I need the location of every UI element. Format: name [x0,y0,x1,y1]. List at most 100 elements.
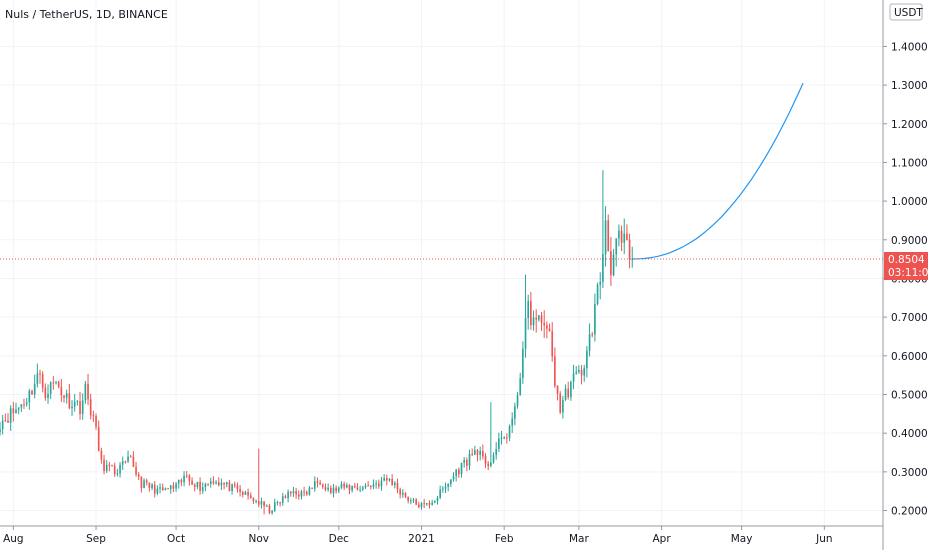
candle-body [319,482,321,485]
y-tick-label: 1.1000 [891,157,928,169]
candle-body [151,484,153,489]
candle-body [95,416,97,427]
candle-body [385,478,388,481]
candle-body [412,499,415,501]
candle-body [49,382,52,394]
currency-badge-label: USDT [894,7,923,19]
candle-body [183,475,185,483]
candle-body [522,348,524,379]
candle-body [73,401,76,407]
candle-body [300,491,303,497]
candle-body [33,383,36,395]
candle-body [570,381,572,398]
candle-body [423,503,425,505]
candle-body [383,478,385,481]
candle-body [252,498,255,502]
y-axis-ticks[interactable]: 1.40001.30001.20001.10001.00000.90000.80… [883,41,928,518]
candle-body [273,502,276,511]
candle-body [15,409,17,414]
candle-body [47,393,49,399]
candle-body [519,378,522,396]
candle-body [132,456,135,467]
candle-body [284,496,287,499]
grid [0,0,883,526]
projection-curve-layer[interactable] [632,82,804,260]
candle-body [455,469,457,477]
candle-body [580,369,583,376]
candle-body [492,455,495,463]
candle-body [588,334,591,351]
candle-body [442,488,444,490]
currency-badge-box [889,3,923,21]
candle-body [167,488,169,490]
candle-body [474,450,476,455]
candle-body [44,387,47,399]
candle-body [353,485,356,488]
candle-body [321,484,324,488]
candle-body [268,505,271,513]
candle-body [530,301,532,326]
candle-body [578,369,580,372]
candle-body [327,487,329,490]
last-price-tag-box [884,252,928,280]
candle-body [249,495,252,499]
candle-body [68,393,71,409]
candle-body [444,486,447,489]
candle-body [543,322,546,326]
candle-body [297,494,300,497]
candle-body [129,456,132,458]
candle-body [215,482,217,484]
candle-body [359,489,361,491]
candle-body [193,484,196,487]
candle-body [369,486,372,488]
candle-body [188,475,191,481]
candle-body [23,404,25,406]
candle-body [420,503,423,508]
candle-body [103,459,105,471]
candle-body [31,390,33,395]
candle-body [295,491,297,495]
candle-body [7,420,9,423]
candle-body [391,479,393,486]
candle-body [159,487,161,489]
candle-body [169,485,172,490]
candle-body [145,480,148,483]
candle-body [201,487,204,491]
currency-badge[interactable]: USDT [889,3,923,21]
y-tick-label: 0.9000 [891,235,928,247]
candle-body [554,356,556,386]
candle-body [426,503,428,505]
candle-body [612,254,615,276]
x-tick-label: Apr [652,533,671,545]
x-tick-label: Feb [495,533,514,545]
candle-body [265,505,268,507]
x-tick-label: May [731,533,753,545]
candle-body [417,504,420,508]
candle-body [140,476,143,488]
candlestick-series [0,170,634,515]
y-tick-label: 1.0000 [891,196,928,208]
candle-body [220,482,223,486]
candle-body [311,487,313,489]
candle-body [628,239,631,260]
candle-body [476,450,479,455]
candle-body [65,393,68,398]
projection-curve[interactable] [632,82,804,260]
candle-body [105,464,108,471]
candle-body [52,382,55,384]
candle-body [409,500,412,502]
candle-body [524,318,527,349]
axes [0,0,884,550]
candle-body [450,479,452,485]
candle-body [191,480,193,485]
candle-body [532,317,535,326]
candle-body [626,233,628,240]
candle-body [324,487,327,490]
y-tick-label: 1.2000 [891,119,928,131]
candle-body [596,284,599,304]
x-axis-ticks[interactable]: Aug Sep Oct Nov Dec 2021 Feb Mar Apr May Jun [3,526,833,545]
candle-body [25,402,28,405]
candle-body [356,487,359,490]
candle-body [500,437,503,439]
